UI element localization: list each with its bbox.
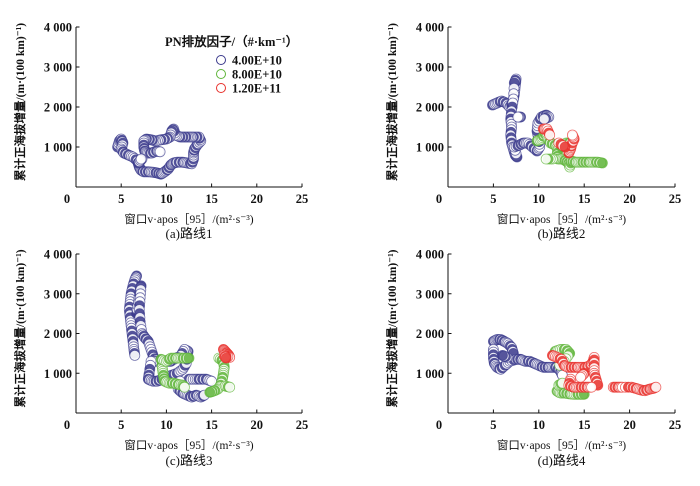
x-tick-label: 0 xyxy=(64,418,70,432)
data-point xyxy=(586,381,597,393)
data-point xyxy=(154,146,166,158)
x-tick-label: 5 xyxy=(490,192,496,206)
y-tick-label: 3 000 xyxy=(416,287,444,301)
y-tick-label: 4 000 xyxy=(44,21,72,35)
x-tick-label: 0 xyxy=(64,192,70,206)
x-axis-label: 窗口v·apos［95］/(m²·s⁻³) xyxy=(124,438,253,452)
panel-caption: (d)路线4 xyxy=(538,453,586,468)
y-tick-label: 4 000 xyxy=(416,248,444,262)
y-axis-label: 累计正海拔增量/(m·(100 km)⁻¹) xyxy=(385,249,399,407)
x-tick-label: 20 xyxy=(251,192,264,206)
data-point xyxy=(135,153,147,165)
panel-caption: (a)路线1 xyxy=(166,226,213,241)
y-axis-label: 累计正海拔增量/(m·(100 km)⁻¹) xyxy=(385,23,399,181)
x-tick-label: 15 xyxy=(578,192,591,206)
x-tick-label: 20 xyxy=(623,192,636,206)
y-tick-label: 1 000 xyxy=(416,367,444,381)
panel-b: 0 5 10 15 20 25 1 000 2 000 3 000 4 000 累计正海拔增量/(m… xyxy=(385,21,681,242)
x-tick-label: 10 xyxy=(160,418,173,432)
panel-a: 0 5 10 15 20 25 1 000 2 000 3 000 4 000 累计正海拔增量/(m… xyxy=(13,21,308,242)
data-points xyxy=(487,73,608,173)
legend: PN排放因子/（#·km⁻¹） 4.00E+10 8.00E+10 1.20E+… xyxy=(165,34,298,96)
y-tick-label: 2 000 xyxy=(44,101,72,115)
y-tick-label: 2 000 xyxy=(416,327,444,341)
data-point xyxy=(559,141,571,153)
data-point xyxy=(497,349,508,361)
y-tick-label: 4 000 xyxy=(416,21,444,35)
y-axis-label: 累计正海拔增量/(m·(100 km)⁻¹) xyxy=(13,249,27,407)
x-tick-label: 5 xyxy=(118,418,124,432)
y-tick-label: 3 000 xyxy=(44,287,72,301)
x-tick-label: 5 xyxy=(490,418,496,432)
panel-d: 0 5 10 15 20 25 1 000 2 000 3 000 4 000 累计正海拔增量/(m… xyxy=(385,248,681,469)
data-point xyxy=(224,381,236,393)
y-tick-label: 1 000 xyxy=(44,141,72,155)
x-tick-label: 10 xyxy=(533,192,546,206)
legend-marker-8e10 xyxy=(216,69,226,79)
data-point xyxy=(575,371,586,383)
data-point xyxy=(179,381,190,393)
x-axis-label: 窗口v·apos［95］/(m²·s⁻³) xyxy=(497,438,626,452)
x-tick-label: 10 xyxy=(533,418,546,432)
x-tick-label: 20 xyxy=(251,418,264,432)
legend-marker-1-2e11 xyxy=(216,83,226,93)
series-s-4e10 xyxy=(487,73,555,163)
y-tick-label: 3 000 xyxy=(44,61,72,75)
data-point xyxy=(204,386,216,398)
legend-marker-4e10 xyxy=(216,55,226,65)
x-tick-label: 15 xyxy=(205,418,218,432)
x-tick-label: 25 xyxy=(669,418,682,432)
y-tick-label: 2 000 xyxy=(416,101,444,115)
x-tick-label: 25 xyxy=(296,418,309,432)
data-points xyxy=(123,270,236,403)
legend-label-1-2e11: 1.20E+11 xyxy=(232,82,281,96)
series-s-1-2e11 xyxy=(537,123,580,159)
series-s-1-2e11 xyxy=(217,343,236,364)
data-point xyxy=(650,381,662,393)
legend-label-8e10: 8.00E+10 xyxy=(232,68,282,82)
y-tick-label: 1 000 xyxy=(416,141,444,155)
y-tick-label: 3 000 xyxy=(416,61,444,75)
x-tick-label: 15 xyxy=(205,192,218,206)
panel-caption: (b)路线2 xyxy=(538,226,586,241)
x-tick-label: 5 xyxy=(118,192,124,206)
x-tick-label: 10 xyxy=(160,192,173,206)
x-tick-label: 20 xyxy=(623,418,636,432)
data-point xyxy=(540,153,552,165)
series-s-1-2e11 xyxy=(547,349,662,397)
x-tick-label: 25 xyxy=(296,192,309,206)
x-tick-label: 0 xyxy=(436,418,442,432)
y-tick-label: 4 000 xyxy=(44,248,72,262)
series-s-4e10 xyxy=(112,123,207,180)
data-point xyxy=(544,129,556,141)
y-axis-label: 累计正海拔增量/(m·(100 km)⁻¹) xyxy=(13,23,27,181)
y-tick-label: 1 000 xyxy=(44,367,72,381)
x-axis-label: 窗口v·apos［95］/(m²·s⁻³) xyxy=(497,212,626,226)
panel-caption: (c)路线3 xyxy=(166,453,213,468)
x-tick-label: 25 xyxy=(669,192,682,206)
data-point xyxy=(538,113,550,125)
data-points xyxy=(487,334,662,400)
data-point xyxy=(220,352,232,364)
series-s-4e10 xyxy=(487,334,568,381)
data-point xyxy=(567,129,578,141)
legend-title: PN排放因子/（#·km⁻¹） xyxy=(165,34,298,49)
panel-c: 0 5 10 15 20 25 1 000 2 000 3 000 4 000 累计正海拔增量/(m… xyxy=(13,248,308,469)
y-tick-label: 2 000 xyxy=(44,327,72,341)
x-tick-label: 0 xyxy=(436,192,442,206)
series-s-8e10 xyxy=(549,343,590,400)
data-point xyxy=(183,352,195,364)
legend-label-4e10: 4.00E+10 xyxy=(232,54,282,68)
data-point xyxy=(129,349,141,361)
data-point xyxy=(597,157,608,169)
data-point xyxy=(512,111,524,123)
x-axis-label: 窗口v·apos［95］/(m²·s⁻³) xyxy=(124,212,253,226)
series-s-8e10 xyxy=(155,352,236,398)
data-points xyxy=(112,123,207,180)
x-tick-label: 15 xyxy=(578,418,591,432)
